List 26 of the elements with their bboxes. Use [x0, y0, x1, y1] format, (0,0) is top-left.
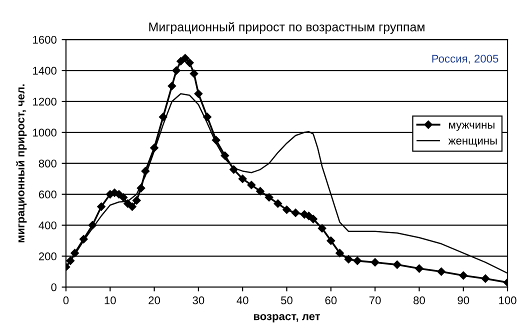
x-tick-label: 0	[63, 296, 69, 304]
y-tick-label: 0	[51, 283, 57, 292]
chart-title: Миграционный прирост по возрастным группам	[149, 22, 424, 34]
x-tick-label: 20	[148, 296, 160, 304]
x-axis-title: возраст, лет	[254, 314, 320, 322]
y-tick-label: 800	[38, 160, 57, 168]
y-axis-title: миграционный прирост, чел.	[16, 84, 27, 242]
x-tick-label: 80	[414, 296, 425, 304]
x-tick-label: 70	[369, 296, 381, 304]
y-tick-label: 400	[38, 221, 57, 230]
x-tick-label: 50	[281, 296, 292, 304]
y-tick-label: 600	[38, 190, 57, 198]
y-tick-label: 1600	[33, 36, 57, 44]
y-tick-label: 200	[38, 252, 57, 260]
annotation: Россия, 2005	[432, 54, 498, 64]
x-tick-label: 40	[236, 296, 248, 304]
x-tick-label: 60	[325, 296, 337, 304]
legend-label: мужчины	[449, 122, 494, 131]
x-tick-label: 10	[104, 296, 116, 304]
legend-label: женщины	[448, 138, 497, 147]
x-tick-label: 90	[458, 296, 470, 304]
x-tick-label: 30	[192, 296, 204, 304]
y-tick-label: 1000	[33, 128, 57, 137]
x-tick-label: 100	[499, 296, 516, 304]
y-tick-label: 1200	[33, 98, 57, 106]
y-tick-label: 1400	[33, 66, 57, 75]
